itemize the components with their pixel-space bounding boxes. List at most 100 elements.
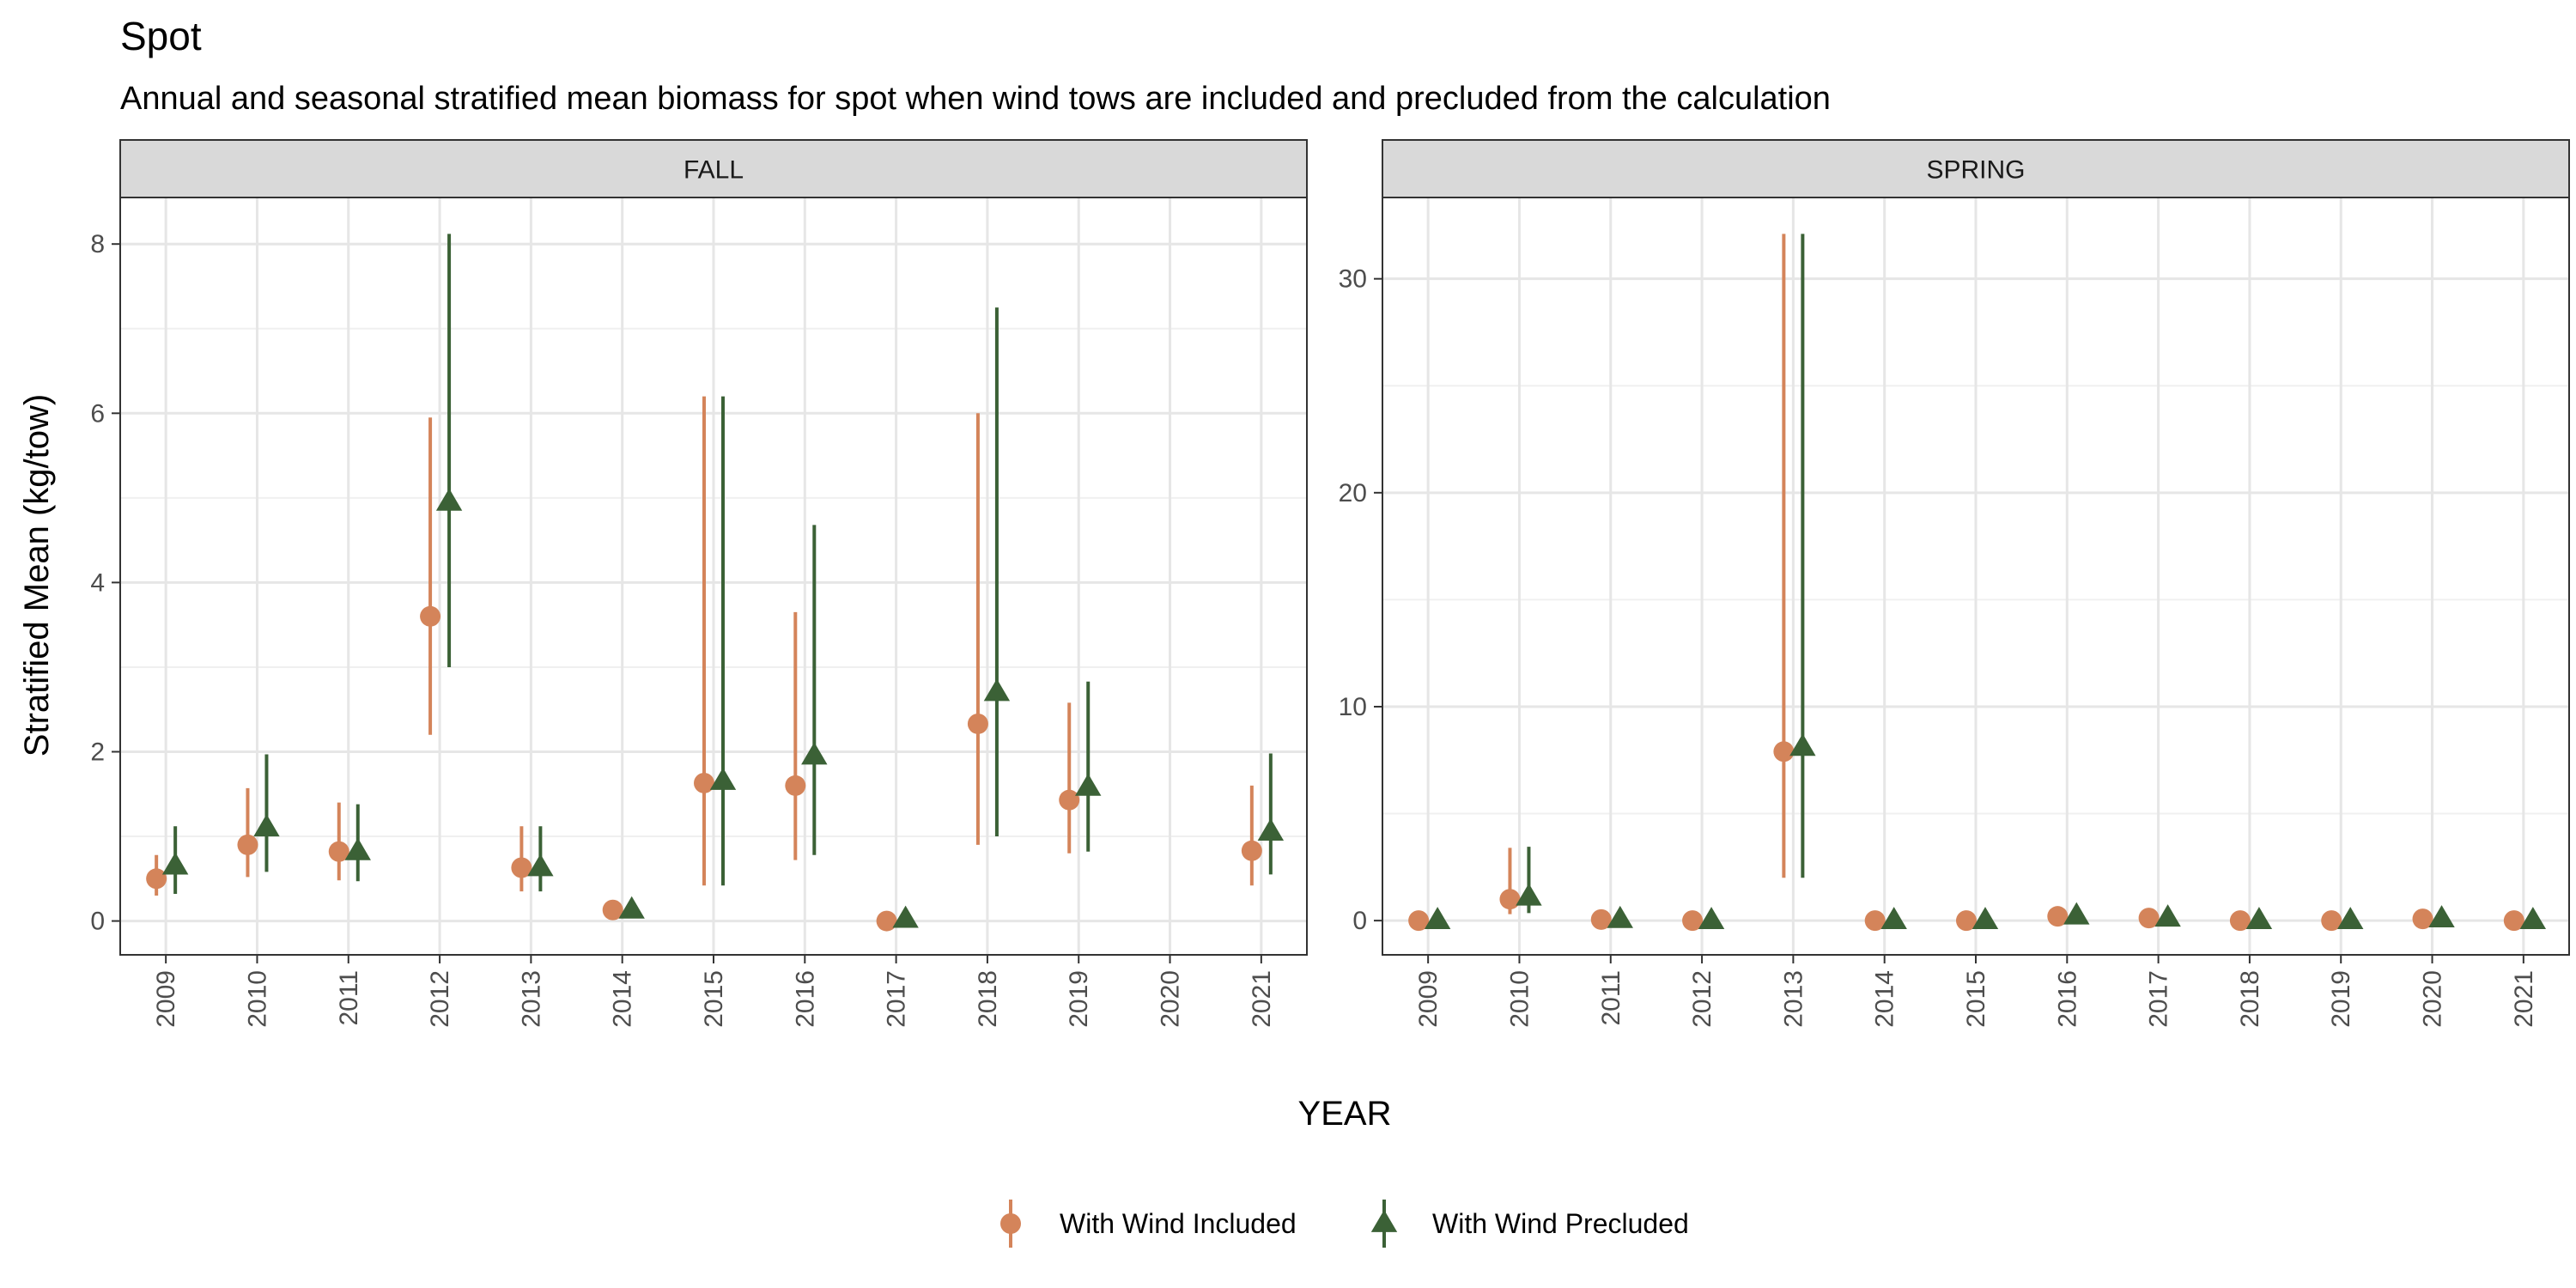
data-point	[1075, 773, 1102, 796]
data-point	[1241, 840, 1262, 861]
x-tick-label: 2013	[517, 970, 545, 1028]
facet-strip-label: FALL	[683, 156, 744, 185]
data-point	[1864, 910, 1886, 932]
x-tick-label: 2013	[1779, 970, 1807, 1028]
data-point	[2063, 902, 2090, 925]
x-tick-label: 2015	[1962, 970, 1990, 1028]
data-point	[1607, 905, 1633, 928]
data-point	[511, 857, 532, 878]
series-with-wind-included	[146, 396, 1262, 932]
data-point	[618, 896, 645, 919]
data-point	[420, 605, 441, 627]
y-tick-label: 6	[90, 399, 105, 428]
data-point	[146, 868, 167, 890]
legend-key-marker	[1370, 1210, 1398, 1232]
y-tick-label: 4	[90, 568, 105, 597]
x-tick-label: 2011	[1597, 970, 1625, 1026]
chart-subtitle: Annual and seasonal stratified mean biom…	[120, 81, 1831, 117]
x-tick-label: 2019	[2327, 970, 2355, 1028]
x-tick-label: 2019	[1065, 970, 1093, 1028]
data-point	[527, 854, 554, 877]
x-tick-label: 2012	[426, 970, 454, 1028]
data-point	[1257, 818, 1285, 841]
data-point	[1773, 741, 1795, 762]
data-point	[876, 910, 897, 932]
x-tick-label: 2012	[1688, 970, 1716, 1028]
data-point	[2229, 910, 2251, 932]
y-tick-label: 10	[1339, 693, 1367, 721]
y-tick-label: 30	[1339, 265, 1367, 294]
x-axis-title: YEAR	[1298, 1095, 1392, 1133]
data-point	[1880, 907, 1907, 930]
x-tick-label: 2021	[1248, 970, 1276, 1028]
data-point	[344, 837, 371, 860]
data-point	[1956, 910, 1977, 932]
data-point	[328, 841, 349, 862]
x-tick-label: 2015	[700, 970, 728, 1028]
data-point	[2154, 904, 2181, 927]
data-point	[435, 488, 463, 511]
data-point	[2321, 910, 2342, 932]
data-point	[1971, 907, 1999, 930]
x-tick-label: 2018	[974, 970, 1002, 1028]
x-tick-label: 2010	[1505, 970, 1534, 1028]
data-point	[709, 767, 737, 790]
series-with-wind-precluded	[161, 234, 1285, 928]
x-tick-label: 2011	[335, 970, 363, 1026]
y-tick-label: 2	[90, 738, 105, 766]
data-point	[1590, 908, 1612, 930]
y-tick-label: 0	[1352, 907, 1367, 935]
data-point	[785, 775, 806, 796]
y-axis-title: Stratified Mean (kg/tow)	[18, 394, 56, 756]
legend-item-with-wind-precluded: With Wind Precluded	[1370, 1200, 1689, 1248]
legend-item-with-wind-included: With Wind Included	[1000, 1200, 1297, 1248]
x-tick-label: 2020	[2419, 970, 2447, 1028]
x-tick-label: 2017	[2145, 970, 2173, 1028]
data-point	[1059, 789, 1080, 811]
legend-key-marker	[1000, 1213, 1021, 1234]
data-point	[983, 678, 1011, 702]
x-tick-label: 2014	[1871, 970, 1899, 1028]
data-point	[967, 713, 988, 734]
legend-label: With Wind Precluded	[1432, 1208, 1689, 1239]
x-tick-label: 2018	[2236, 970, 2264, 1028]
x-tick-label: 2017	[883, 970, 911, 1028]
data-point	[1698, 907, 1725, 930]
y-tick-label: 20	[1339, 479, 1367, 507]
facet-strip	[119, 139, 1308, 198]
panel-fall: 0 2 4 6 8 2009 2010 2011 2012 2013 2014 2015 2016 201…	[90, 139, 1308, 1028]
data-point	[161, 852, 189, 875]
data-point	[1499, 889, 1521, 910]
x-tick-label: 2014	[609, 970, 637, 1028]
x-tick-label: 2020	[1157, 970, 1185, 1028]
series-with-wind-included	[1408, 234, 2524, 932]
data-point	[602, 899, 623, 920]
y-tick-label: 0	[90, 908, 105, 936]
data-point	[1516, 883, 1542, 906]
data-point	[2428, 905, 2455, 928]
data-point	[1682, 910, 1704, 932]
series-with-wind-precluded	[1424, 234, 2547, 930]
data-point	[2047, 906, 2069, 927]
data-point	[2138, 908, 2160, 929]
data-point	[237, 834, 258, 855]
data-point	[801, 742, 828, 765]
x-tick-label: 2016	[791, 970, 819, 1028]
data-point	[253, 814, 280, 837]
data-point	[2412, 908, 2433, 930]
x-tick-label: 2009	[1414, 970, 1443, 1028]
data-point	[2337, 907, 2364, 930]
x-tick-label: 2016	[2053, 970, 2081, 1028]
x-tick-label: 2021	[2510, 970, 2538, 1028]
legend: With Wind Included With Wind Precluded	[1000, 1200, 1689, 1248]
data-point	[1789, 733, 1816, 756]
data-point	[694, 772, 714, 793]
data-point	[2519, 907, 2547, 930]
panel-spring: 0 10 20 30 2009 2010 2011 2012 2013 2014 2015 2016 2…	[1339, 139, 2570, 1028]
x-tick-label: 2010	[243, 970, 271, 1028]
x-tick-label: 2009	[152, 970, 180, 1028]
legend-label: With Wind Included	[1060, 1208, 1297, 1239]
data-point	[2245, 907, 2273, 930]
